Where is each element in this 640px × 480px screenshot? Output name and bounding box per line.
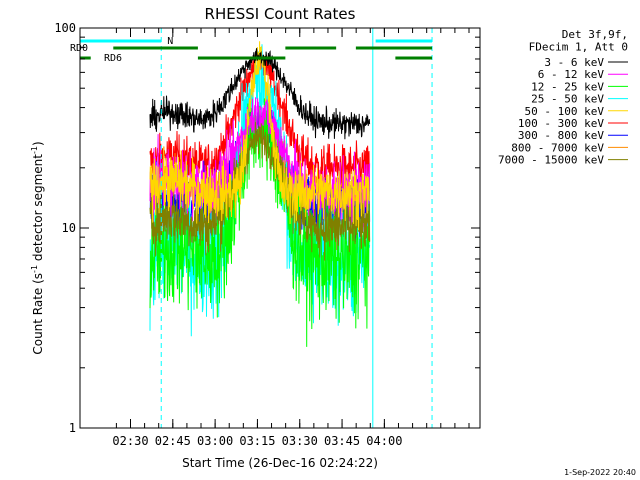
x-tick-label: 04:00 [366, 434, 402, 448]
annotation-layer: N RD0 RD6 [70, 28, 433, 428]
y-axis-label-sup1: -1 [30, 265, 39, 273]
y-axis-label: Count Rate (s-1 detector segment-1) [30, 141, 45, 354]
legend-entry-label: 6 - 12 keV [538, 68, 605, 81]
svg-text:Count Rate (s-1 detector segme: Count Rate (s-1 detector segment-1) [30, 141, 45, 354]
x-tick-label: 03:15 [239, 434, 275, 448]
legend-header-line: Det 3f,9f, [562, 28, 628, 41]
y-axis-label-sup2: -1 [30, 146, 39, 154]
y-axis-label-mid: detector segment [31, 154, 45, 265]
series-line [149, 48, 371, 140]
x-tick-label: 03:00 [197, 434, 233, 448]
y-axis-label-main: Count Rate (s [31, 273, 45, 355]
rd6-label: RD6 [104, 53, 122, 64]
x-axis-label: Start Time (26-Dec-16 02:24:22) [182, 456, 378, 470]
plot-frame [79, 27, 481, 429]
series-layer [149, 41, 371, 347]
n-flag-label: N [167, 36, 173, 47]
x-tick-label: 03:45 [324, 434, 360, 448]
y-tick-label: 10 [62, 221, 76, 235]
legend-entry-label: 7000 - 15000 keV [498, 154, 604, 167]
x-tick-label: 02:30 [112, 434, 148, 448]
legend-entry-label: 3 - 6 keV [544, 56, 604, 69]
rd0-label: RD0 [70, 43, 88, 54]
y-tick-label: 1 [69, 421, 76, 435]
x-tick-label: 03:30 [282, 434, 318, 448]
series-line [149, 98, 371, 347]
legend-entry-label: 12 - 25 keV [531, 80, 604, 93]
y-tick-label: 100 [54, 21, 76, 35]
legend-entry-label: 100 - 300 keV [518, 117, 604, 130]
series-line [149, 122, 371, 261]
x-tick-label: 02:45 [155, 434, 191, 448]
legend-entry-label: 25 - 50 keV [531, 93, 604, 106]
axis-layer: 1 10 100 02:30 02:45 03:00 03:15 03:30 03:45 04:0… [54, 21, 480, 448]
legend-entry-label: 50 - 100 keV [525, 105, 605, 118]
footer-timestamp: 1-Sep-2022 20:40 [564, 468, 636, 477]
legend-header-line: FDecim 1, Att 0 [529, 41, 628, 54]
chart-title: RHESSI Count Rates [205, 5, 356, 23]
y-axis-label-end: ) [31, 141, 45, 146]
legend-entry-label: 800 - 7000 keV [511, 141, 604, 154]
legend-entry-label: 300 - 800 keV [518, 129, 604, 142]
